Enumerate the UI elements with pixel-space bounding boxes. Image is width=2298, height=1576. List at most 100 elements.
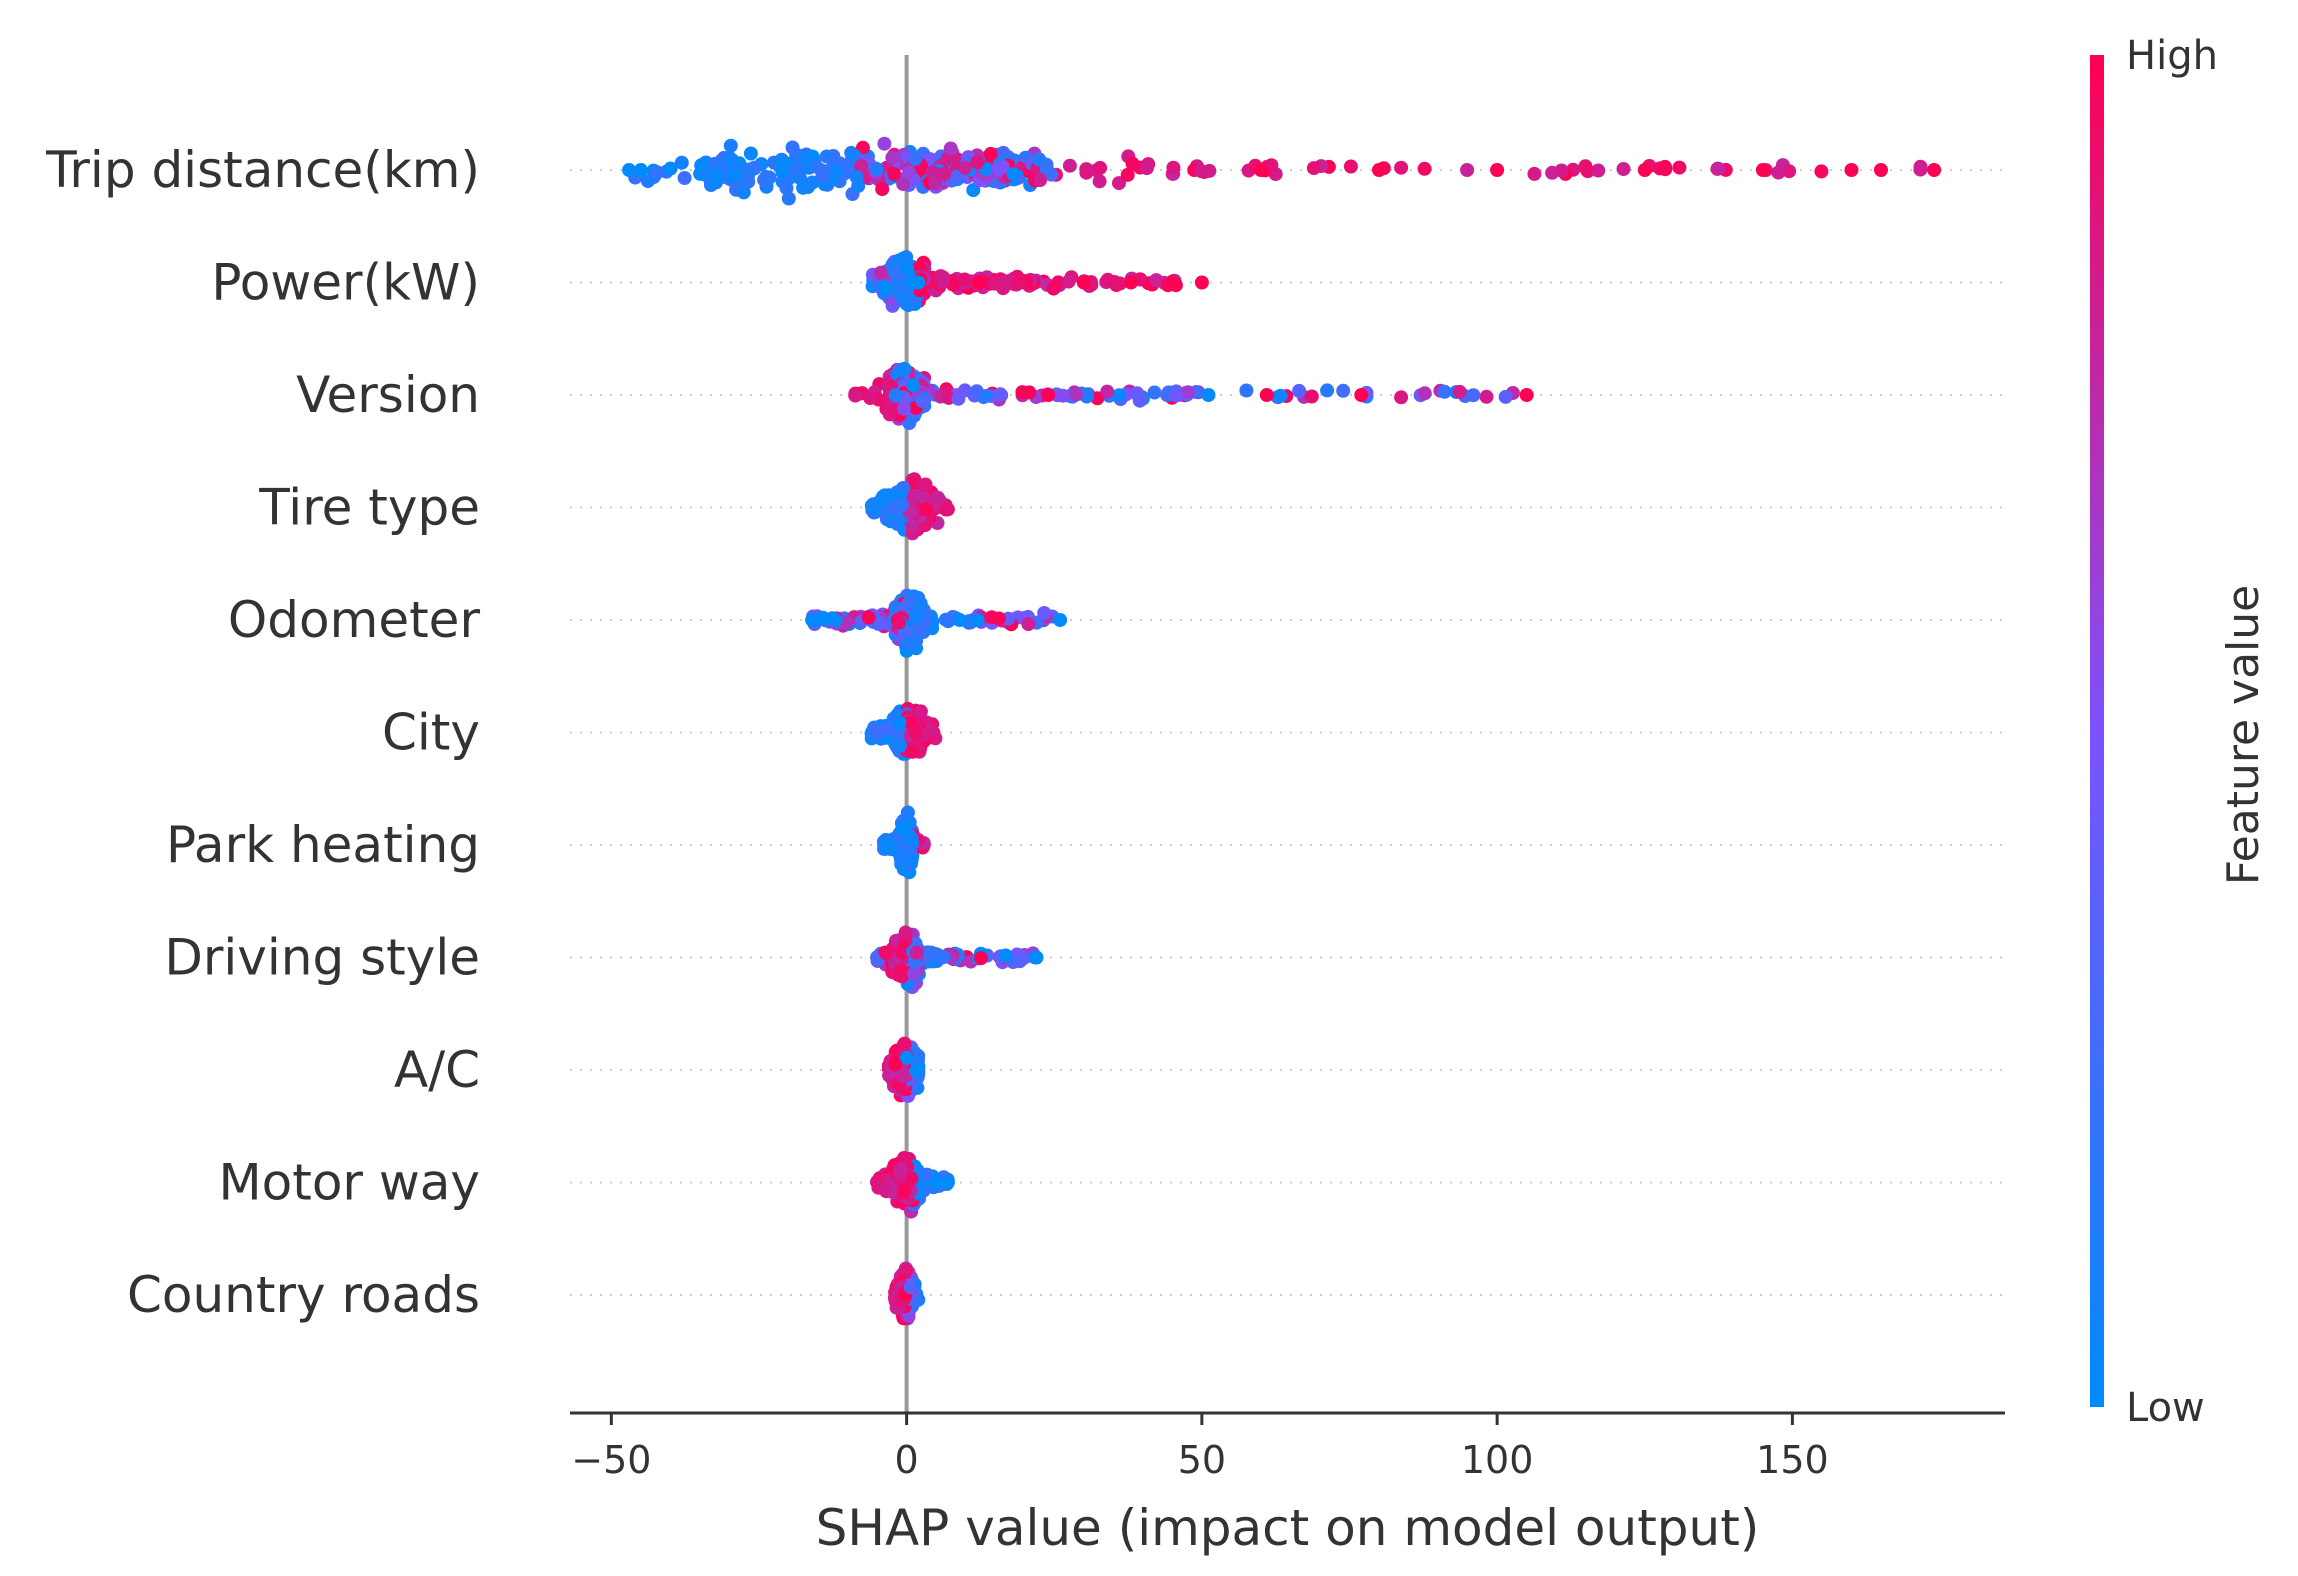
feature-label: Odometer <box>228 591 481 649</box>
shap-point <box>863 391 878 405</box>
shap-point <box>894 497 909 512</box>
shap-point <box>966 183 981 198</box>
shap-point-outlier <box>1253 163 1268 177</box>
shap-point <box>939 502 954 517</box>
shap-point <box>1336 383 1351 398</box>
shap-point <box>1181 385 1195 400</box>
shap-point <box>1672 160 1687 175</box>
shap-point <box>879 946 893 961</box>
shap-point <box>723 138 738 153</box>
shap-point-outlier <box>622 163 637 177</box>
shap-point <box>992 611 1006 626</box>
shap-point <box>893 1165 908 1180</box>
shap-point <box>877 136 892 151</box>
shap-point <box>854 159 869 174</box>
shap-point <box>1201 388 1216 402</box>
shap-point <box>892 715 907 730</box>
feature-rows <box>570 169 2005 1296</box>
point-row <box>881 1036 926 1103</box>
shap-point <box>902 165 917 180</box>
shap-point <box>1139 161 1154 176</box>
shap-point <box>913 704 928 719</box>
shap-point <box>1554 163 1569 178</box>
colorbar-low-label: Low <box>2126 1385 2205 1431</box>
point-row <box>876 805 931 880</box>
shap-point <box>864 498 879 513</box>
point-row <box>888 1261 926 1326</box>
feature-label: Version <box>296 366 480 424</box>
shap-points <box>622 136 1942 1326</box>
point-row <box>848 361 1534 430</box>
shap-point <box>724 169 739 184</box>
shap-point <box>1913 162 1928 177</box>
feature-label: Tire type <box>258 479 480 537</box>
shap-point <box>1616 162 1631 176</box>
shap-point <box>909 1061 924 1076</box>
shap-point <box>915 393 930 408</box>
shap-point-outlier <box>1519 388 1534 402</box>
shap-point <box>1055 388 1070 403</box>
shap-point-outlier <box>1354 388 1369 402</box>
feature-label: Driving style <box>164 929 480 987</box>
shap-point <box>1120 167 1135 182</box>
shap-point-outlier <box>1029 950 1044 965</box>
colorbar-title: Feature value <box>2218 585 2269 885</box>
shap-point <box>874 616 889 631</box>
shap-point <box>957 272 972 287</box>
shap-point <box>1062 158 1077 173</box>
shap-point <box>909 609 924 624</box>
shap-point <box>1460 163 1475 177</box>
shap-point <box>1239 383 1254 398</box>
shap-point <box>1452 384 1467 399</box>
shap-point <box>1527 166 1542 181</box>
shap-point <box>1479 389 1494 404</box>
shap-point <box>888 1057 903 1072</box>
shap-point <box>916 490 931 505</box>
shap-point <box>897 1183 912 1198</box>
feature-label: Park heating <box>166 816 480 874</box>
shap-point <box>1100 384 1115 399</box>
shap-point <box>743 146 758 161</box>
shap-point-outlier <box>929 1175 944 1190</box>
shap-point <box>1112 388 1127 403</box>
point-row <box>805 588 1068 658</box>
shap-point <box>1292 383 1307 398</box>
shap-point <box>677 171 692 185</box>
x-tick-label: 100 <box>1461 1438 1534 1482</box>
feature-labels: Trip distance(km) Power(kW) Version Tire ty… <box>45 141 480 1324</box>
shap-point <box>1006 167 1021 182</box>
shap-point <box>1814 164 1829 179</box>
shap-point <box>918 477 933 492</box>
shap-point-outlier <box>1053 613 1068 627</box>
shap-point-outlier <box>1165 275 1180 290</box>
shap-point <box>1012 954 1027 969</box>
shap-point <box>998 948 1013 963</box>
shap-point <box>991 162 1006 177</box>
point-row <box>870 925 1044 995</box>
shap-point <box>928 176 943 191</box>
shap-point-outlier <box>940 1175 955 1190</box>
shap-point <box>951 391 966 406</box>
shap-point <box>1437 384 1452 399</box>
shap-point-outlier <box>1637 163 1652 177</box>
shap-point <box>759 169 773 184</box>
shap-point <box>908 152 923 166</box>
shap-point-outlier <box>1372 163 1386 177</box>
shap-point <box>649 165 664 180</box>
shap-point <box>873 265 888 280</box>
shap-point <box>897 401 911 416</box>
shap-point <box>925 165 940 180</box>
shap-point <box>1069 387 1084 402</box>
shap-point <box>1394 390 1409 405</box>
shap-point <box>905 744 920 759</box>
shap-point <box>849 170 864 185</box>
shap-point <box>878 1182 893 1197</box>
shap-point <box>899 1263 914 1278</box>
shap-point <box>903 1280 918 1295</box>
shap-point <box>885 150 900 165</box>
shap-point-outlier <box>1490 163 1505 177</box>
shap-point <box>1021 617 1036 632</box>
shap-point-outlier <box>828 613 843 627</box>
shap-point <box>1343 159 1358 174</box>
